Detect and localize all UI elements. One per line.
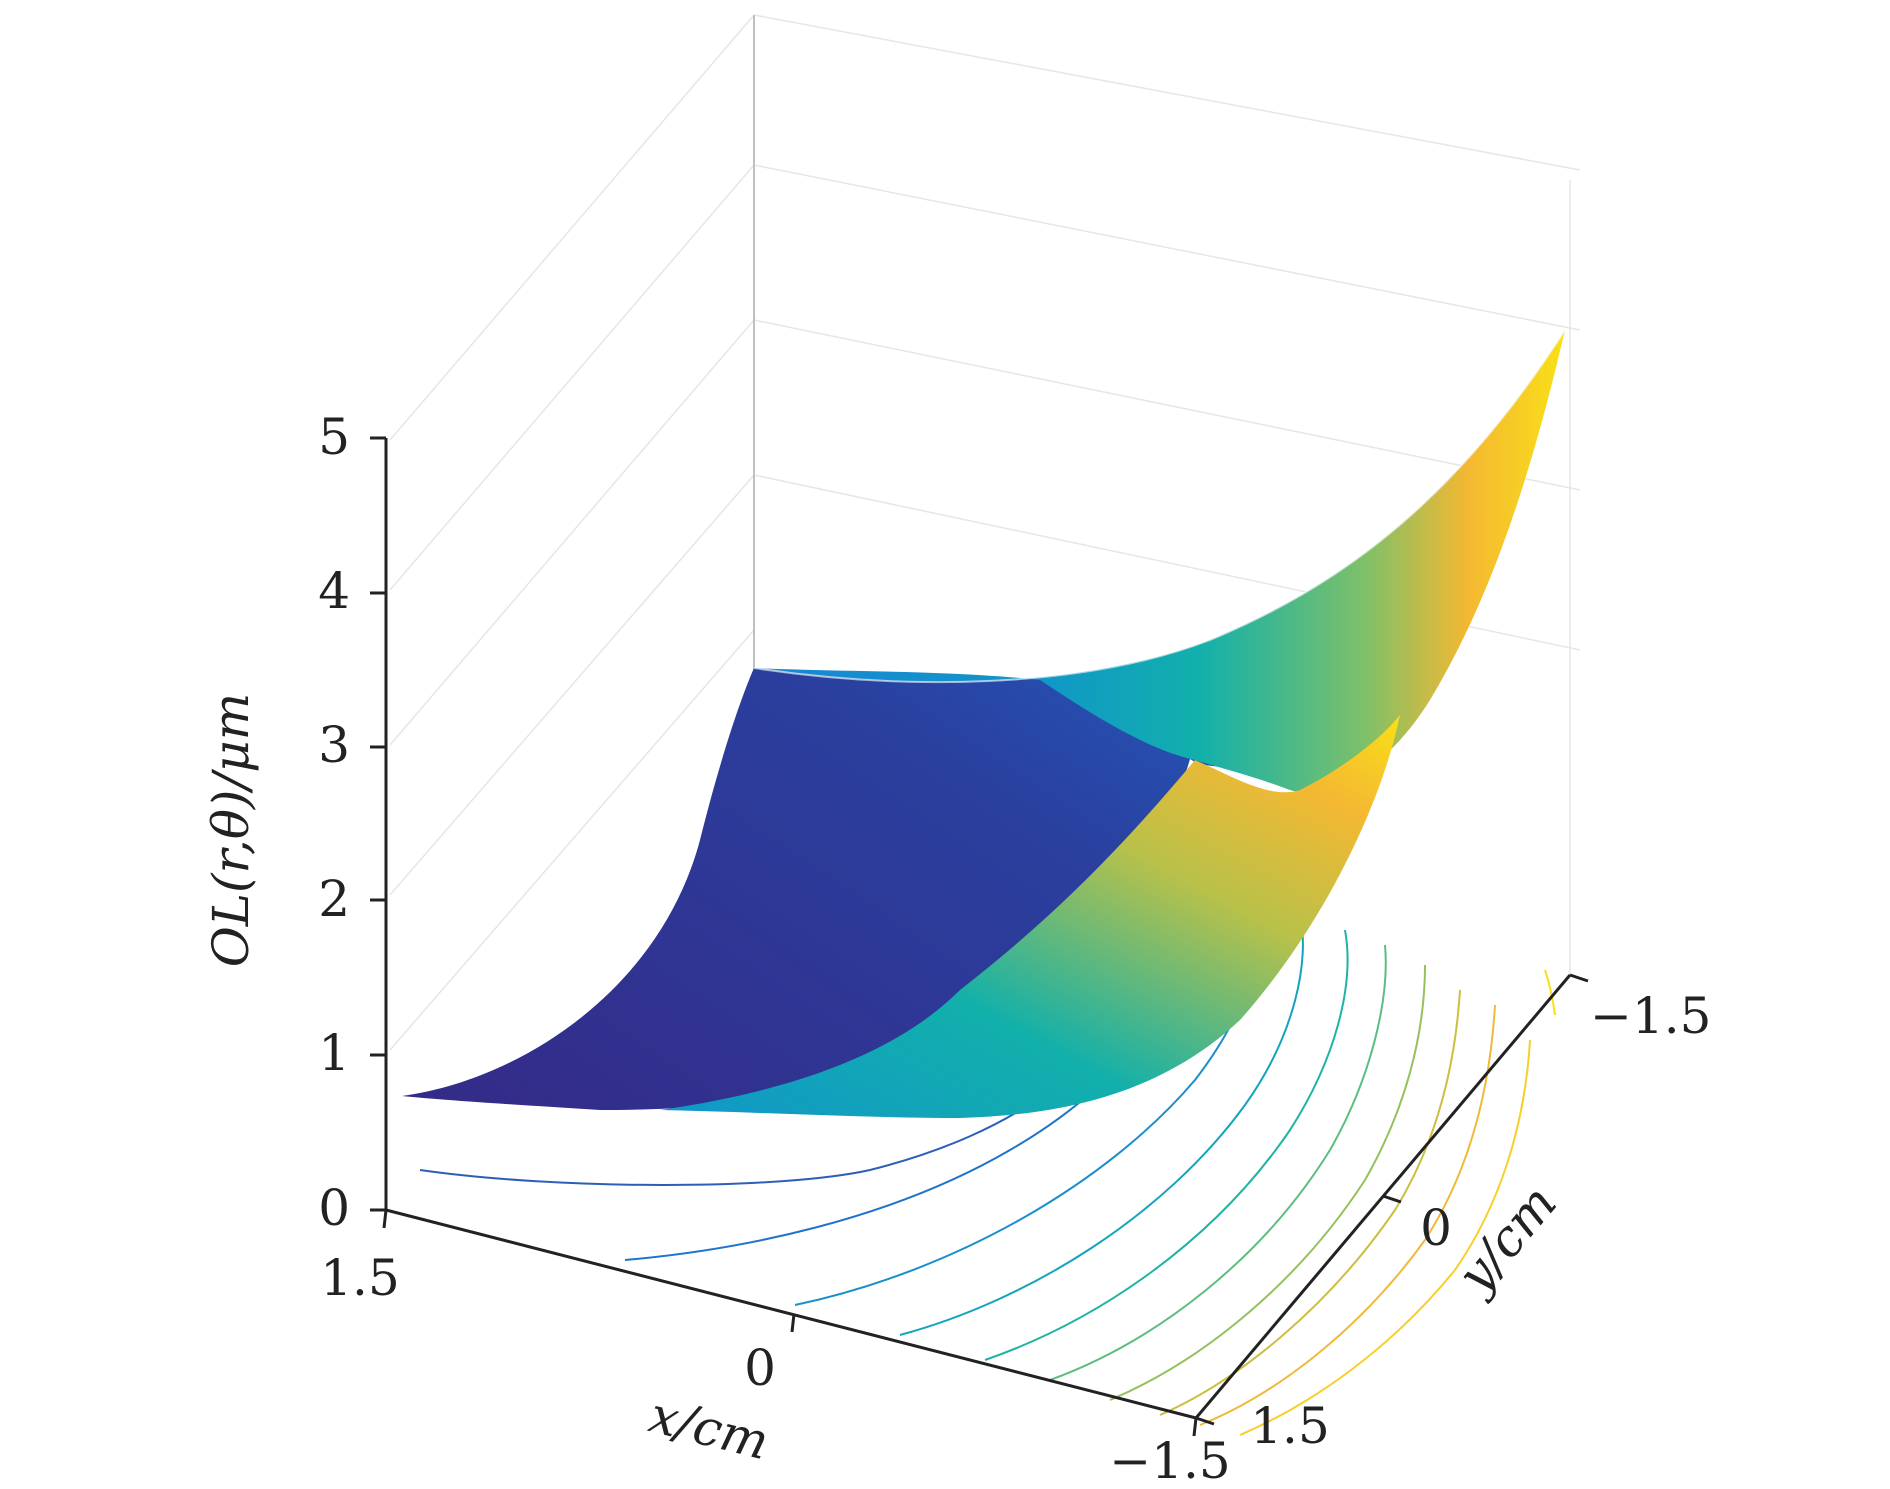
z-axis — [370, 436, 388, 1212]
z-axis-label: OL(r,θ)/μm — [202, 693, 260, 967]
x-axis-line — [385, 1208, 1197, 1420]
contour-line — [1544, 969, 1556, 1016]
grid-line — [389, 474, 755, 896]
y-tick — [1569, 973, 1589, 983]
y-tick-label: 0 — [1420, 1199, 1452, 1257]
contour-line — [899, 914, 1304, 1336]
z-tick-label: 2 — [318, 870, 350, 928]
z-tick-label: 1 — [318, 1024, 350, 1082]
y-axis — [1194, 973, 1589, 1426]
y-tick-label: −1.5 — [1590, 987, 1711, 1045]
z-tick-label: 3 — [318, 716, 350, 774]
grid-line — [753, 319, 1581, 491]
surface-right-face — [754, 330, 1565, 793]
surface-left-face — [402, 330, 1565, 1110]
surface-edge — [753, 329, 1566, 684]
contour-line — [1109, 964, 1426, 1401]
grid-line — [389, 319, 755, 746]
surface — [402, 329, 1566, 1118]
z-tick-label: 0 — [318, 1179, 350, 1237]
grid-line — [389, 629, 755, 1051]
grid-lines — [389, 14, 1581, 1051]
grid-line — [753, 164, 1581, 331]
contour-line — [1199, 1004, 1496, 1426]
y-tick-label: 1.5 — [1250, 1397, 1330, 1455]
x-tick — [1192, 1417, 1198, 1437]
x-tick-label: −1.5 — [1109, 1432, 1230, 1489]
x-axis-label: x/cm — [644, 1386, 775, 1471]
x-tick — [382, 1209, 388, 1229]
z-tick-label: 5 — [318, 408, 350, 466]
grid-line — [753, 14, 1581, 171]
y-tick — [1382, 1194, 1402, 1204]
contour-line — [1049, 944, 1387, 1381]
x-tick-label: 0 — [744, 1339, 776, 1397]
y-tick — [1195, 1416, 1215, 1426]
y-axis-label: y/cm — [1445, 1174, 1568, 1305]
x-tick — [790, 1313, 796, 1333]
x-tick-label: 1.5 — [320, 1249, 400, 1307]
contour-line — [1239, 1039, 1531, 1436]
surface-front-ridge — [660, 715, 1400, 1118]
grid-line — [389, 164, 755, 591]
z-tick-label: 4 — [318, 562, 350, 620]
contour-line — [984, 929, 1349, 1361]
x-axis — [382, 1208, 1198, 1437]
grid-line — [389, 14, 755, 441]
